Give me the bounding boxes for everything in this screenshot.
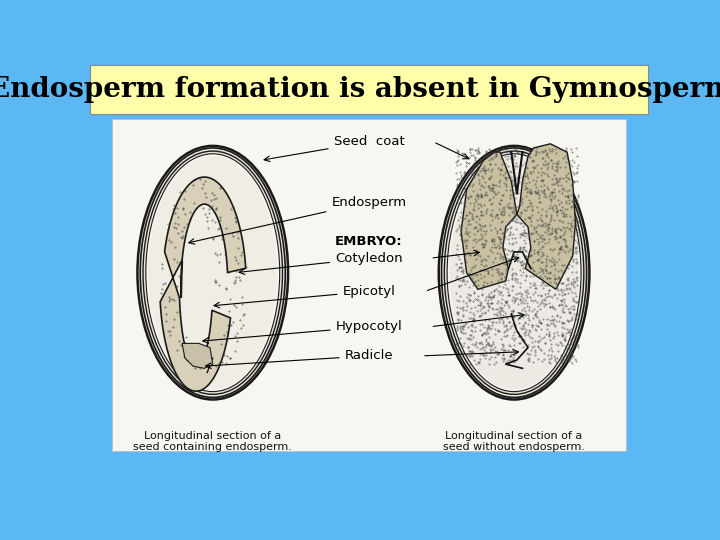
Text: Endosperm formation is absent in Gymnosperms: Endosperm formation is absent in Gymnosp…: [0, 76, 720, 103]
Ellipse shape: [438, 146, 590, 400]
Text: Seed  coat: Seed coat: [264, 135, 405, 161]
Polygon shape: [160, 177, 246, 391]
Ellipse shape: [145, 154, 280, 392]
Text: Radicle: Radicle: [206, 349, 393, 368]
Text: Endosperm: Endosperm: [189, 195, 407, 244]
Text: Epicotyl: Epicotyl: [214, 285, 395, 308]
FancyBboxPatch shape: [112, 119, 626, 451]
Ellipse shape: [450, 156, 578, 389]
Ellipse shape: [138, 146, 288, 400]
Text: Hypocotyl: Hypocotyl: [203, 320, 402, 343]
Text: Cotyledon: Cotyledon: [239, 252, 402, 274]
FancyBboxPatch shape: [90, 65, 648, 114]
Polygon shape: [461, 144, 575, 289]
Text: Longitudinal section of a
seed without endosperm.: Longitudinal section of a seed without e…: [443, 431, 585, 453]
Ellipse shape: [447, 154, 581, 392]
Text: Longitudinal section of a
seed containing endosperm.: Longitudinal section of a seed containin…: [133, 431, 292, 453]
Text: EMBRYO:: EMBRYO:: [336, 235, 402, 248]
Ellipse shape: [148, 156, 277, 389]
Polygon shape: [182, 343, 213, 368]
